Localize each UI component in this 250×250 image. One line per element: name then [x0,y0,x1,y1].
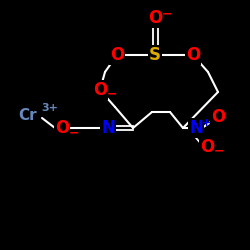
Text: O: O [200,138,214,156]
Text: O: O [211,108,225,126]
Text: O: O [148,9,162,27]
Text: O: O [93,81,107,99]
Text: O: O [186,46,200,64]
Text: Cr: Cr [19,108,37,124]
Text: 3+: 3+ [41,103,58,113]
Text: N: N [189,119,203,137]
Text: +: + [202,118,211,128]
Text: N: N [101,119,115,137]
Text: −: − [69,126,80,140]
Text: −: − [162,8,172,20]
Text: O: O [110,46,124,64]
Text: −: − [107,88,118,101]
Text: −: − [214,144,224,158]
Text: O: O [55,119,69,137]
Text: S: S [149,46,161,64]
